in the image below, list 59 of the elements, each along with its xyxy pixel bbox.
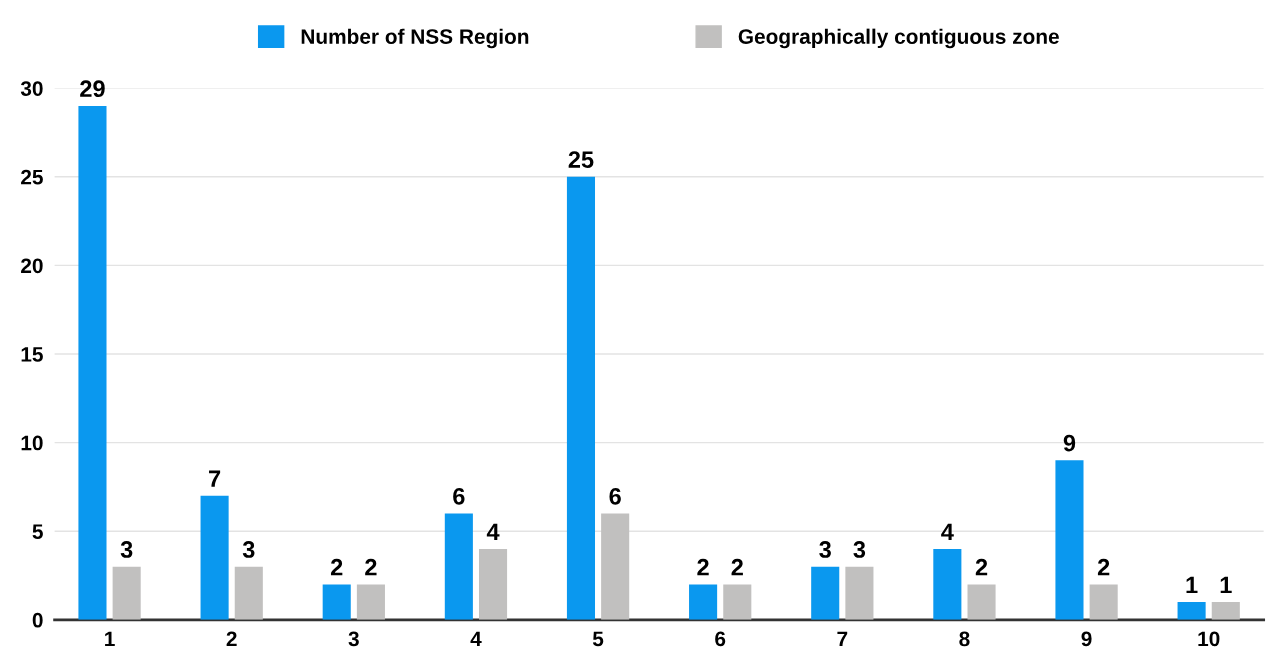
data-label: 29	[80, 80, 105, 98]
x-tick-label: 3	[348, 631, 359, 647]
bar	[566, 176, 596, 620]
data-label: 7	[209, 470, 221, 487]
data-label: 3	[120, 541, 133, 558]
y-tick-label: 10	[21, 435, 43, 451]
data-label: 9	[1063, 434, 1076, 452]
bar	[967, 584, 996, 620]
bar	[1177, 602, 1206, 620]
bar	[845, 566, 874, 620]
x-tick-label: 7	[837, 631, 848, 647]
bar	[78, 105, 107, 620]
x-tick-label: 5	[592, 631, 604, 647]
y-tick-label: 30	[20, 81, 43, 96]
x-tick-label: 2	[226, 631, 237, 647]
data-label: 2	[731, 558, 743, 576]
bar	[322, 584, 351, 620]
data-label: 3	[853, 541, 866, 558]
bar	[112, 566, 141, 620]
data-label: 3	[242, 541, 255, 558]
bar	[811, 566, 840, 620]
bar	[479, 548, 508, 620]
data-label: 4	[941, 523, 954, 540]
data-label: 2	[365, 558, 377, 576]
data-label: 1	[1220, 576, 1232, 594]
y-tick-label: 25	[21, 169, 43, 185]
data-label: 4	[486, 523, 500, 540]
data-label: 2	[330, 558, 343, 576]
data-label: 1	[1186, 576, 1198, 594]
bar	[200, 495, 229, 620]
bar	[723, 584, 752, 620]
y-tick-label: 0	[32, 612, 43, 628]
y-tick-label: 20	[21, 258, 43, 274]
x-tick-label: 1	[105, 631, 115, 647]
bar	[444, 513, 473, 620]
legend-label: Number of NSS Region	[301, 28, 529, 49]
data-label: 6	[453, 487, 465, 505]
bar	[234, 566, 263, 620]
data-label: 2	[975, 558, 988, 576]
legend-label: Geographically contiguous zone	[738, 28, 1059, 49]
data-label: 25	[568, 151, 594, 168]
data-label: 2	[697, 558, 709, 576]
bar	[356, 584, 385, 620]
y-tick-label: 15	[21, 347, 43, 362]
x-tick-label: 8	[959, 631, 970, 647]
data-label: 6	[609, 487, 621, 505]
x-tick-label: 10	[1198, 631, 1220, 647]
y-tick-label: 5	[32, 524, 43, 539]
bar	[1055, 460, 1084, 620]
bar	[933, 548, 962, 620]
bar	[1089, 584, 1118, 620]
bar	[601, 513, 630, 620]
x-tick-label: 6	[715, 631, 726, 647]
bar	[1211, 602, 1240, 620]
data-label: 3	[819, 541, 831, 558]
bar	[689, 584, 718, 620]
data-label: 2	[1097, 558, 1110, 576]
x-tick-label: 9	[1081, 631, 1092, 647]
x-tick-label: 4	[470, 631, 482, 647]
